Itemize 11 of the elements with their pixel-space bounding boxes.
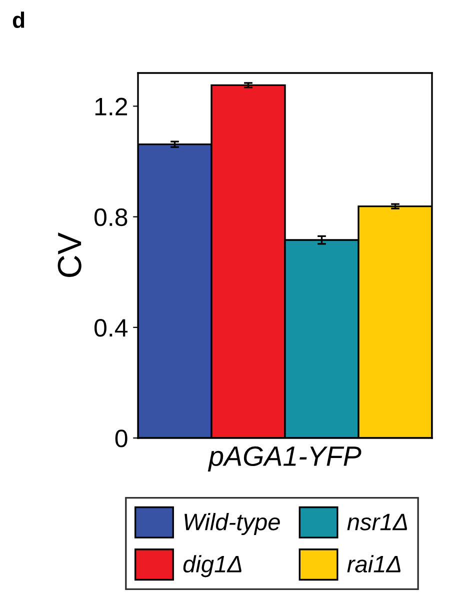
y-tick-label: 0.8 bbox=[94, 208, 128, 226]
legend-label: Wild-type bbox=[184, 513, 280, 536]
chart-title: d bbox=[12, 12, 24, 28]
y-axis-title: CV bbox=[58, 232, 82, 277]
y-tick-label: 0.4 bbox=[94, 318, 128, 337]
legend-label: dig1Δ bbox=[183, 555, 242, 578]
x-axis-title: pAGA1-YFP bbox=[208, 446, 362, 472]
legend-label: rai1Δ bbox=[347, 555, 400, 573]
y-tick-label: 1.2 bbox=[95, 98, 128, 116]
legend-label: nsr1Δ bbox=[347, 514, 407, 530]
y-tick-label: 0 bbox=[115, 430, 128, 448]
